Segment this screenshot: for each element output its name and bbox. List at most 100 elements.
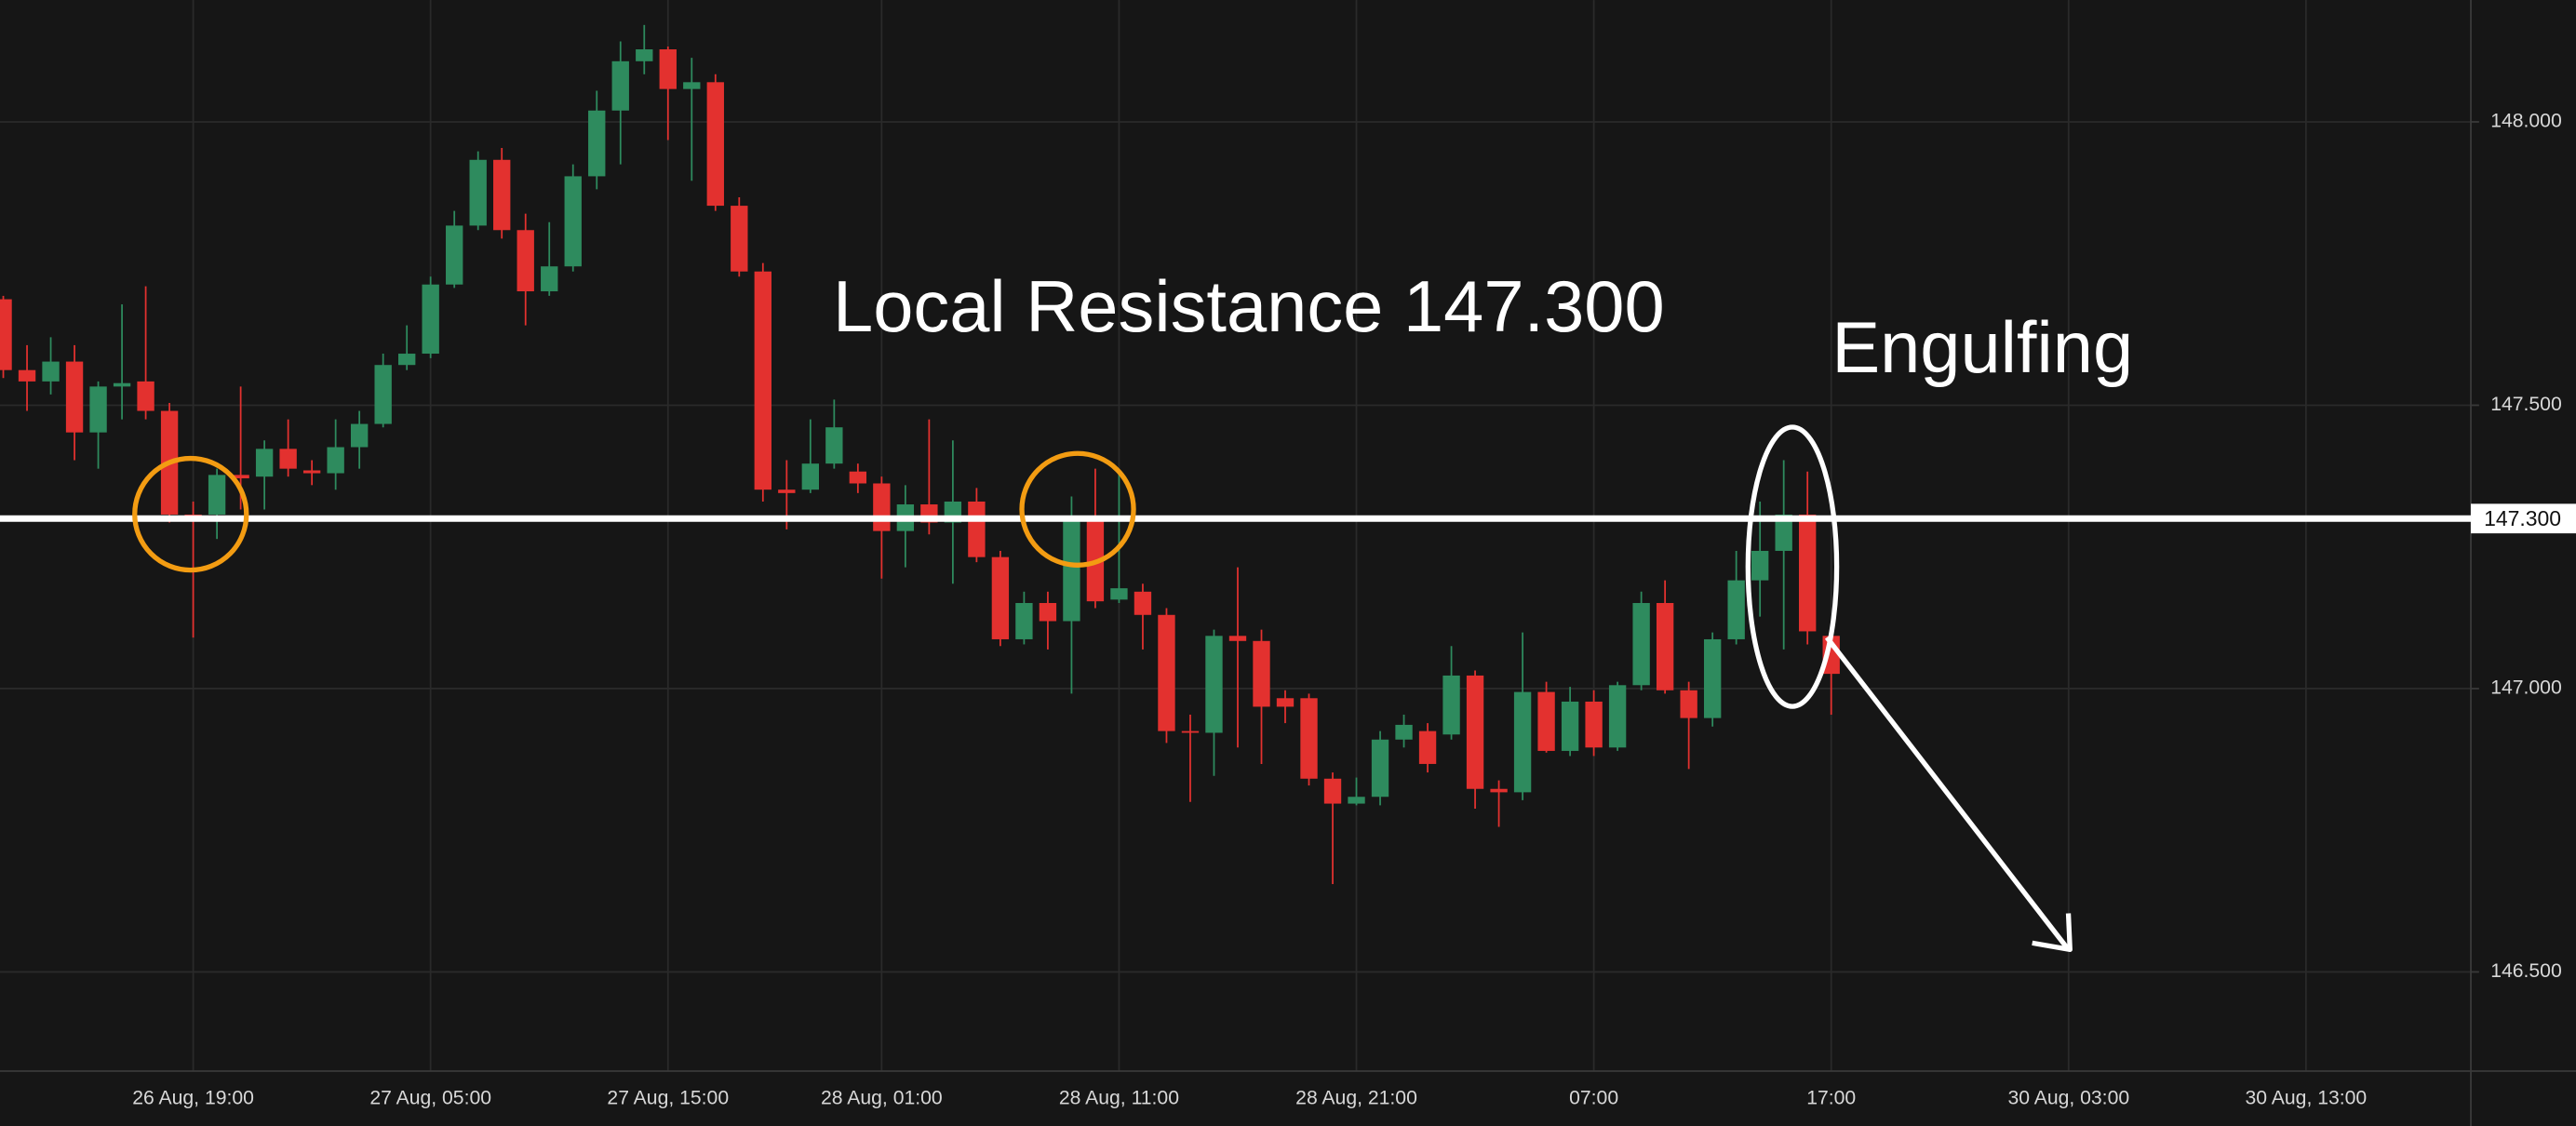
candle-body (0, 299, 12, 370)
arrow-head (2032, 913, 2073, 953)
candles (0, 24, 1840, 885)
candle-body (422, 284, 439, 355)
annotation: Local Resistance 147.300 (833, 267, 1665, 347)
highlight-ellipse (1745, 424, 1840, 709)
overlay: 147.300 (0, 503, 2576, 534)
candle-body (1513, 691, 1532, 793)
x-tick-label: 26 Aug, 19:00 (132, 1088, 254, 1109)
candle-body (801, 463, 820, 490)
candle-body (1537, 691, 1555, 751)
candle-body (825, 427, 843, 464)
candle-body (1466, 675, 1484, 789)
candle-body (1703, 638, 1722, 718)
candle-body (731, 206, 748, 272)
candle-body (493, 159, 511, 231)
candle-body (1395, 724, 1413, 740)
candle-body (1276, 698, 1295, 707)
candle-body (778, 489, 796, 493)
candle-body (1751, 550, 1769, 581)
candle-body (279, 449, 297, 469)
x-tick-label: 07:00 (1569, 1088, 1618, 1109)
candle-body (1300, 698, 1318, 779)
candle-body (1015, 602, 1033, 639)
y-tick-label: 148.000 (2490, 111, 2562, 132)
candle-body (1063, 520, 1080, 622)
candle-body (706, 82, 724, 207)
candle-body (469, 159, 487, 226)
candle-body (1418, 731, 1437, 764)
candle-body (1110, 588, 1128, 600)
candle-body (446, 225, 463, 285)
x-tick-label: 30 Aug, 13:00 (2246, 1088, 2368, 1109)
candle-body (564, 176, 582, 267)
highlight-circle (1019, 450, 1136, 568)
x-tick-label: 30 Aug, 03:00 (2007, 1088, 2129, 1109)
candle-body (1442, 675, 1460, 735)
candle-body (1585, 701, 1603, 748)
candle-body (374, 365, 392, 424)
candle-body (1775, 514, 1792, 551)
candle-body (1561, 701, 1579, 751)
candle-body (991, 556, 1010, 639)
candle-body (327, 447, 344, 474)
grid: 146.500 147.000 147.500 148.000 26 Aug, 19:0… (0, 0, 2562, 1109)
candle-body (1632, 602, 1650, 686)
candle-body (683, 82, 701, 89)
annotation: Engulfing (1831, 308, 2133, 388)
candle-body (1371, 739, 1389, 798)
candle-body (1348, 797, 1365, 804)
candle-body (1158, 614, 1175, 731)
candle-body (302, 470, 321, 474)
candle-body (255, 449, 274, 477)
candle-body (611, 60, 629, 111)
candle-body (350, 423, 369, 448)
candle-body (659, 49, 677, 89)
candle-body (1656, 602, 1674, 690)
candle-body (1799, 514, 1817, 632)
x-tick-label: 27 Aug, 05:00 (369, 1088, 491, 1109)
y-tick-label: 147.500 (2490, 394, 2562, 415)
candle-body (89, 386, 107, 433)
highlight-circle (132, 455, 249, 573)
candle-body (1490, 788, 1508, 793)
candle-body (541, 266, 558, 292)
candle-body (397, 354, 416, 366)
y-tick-label: 146.500 (2490, 960, 2562, 982)
candle-body (208, 475, 226, 515)
x-tick-label: 17:00 (1806, 1088, 1856, 1109)
candle-body (1680, 690, 1697, 718)
price-label-box (2471, 503, 2576, 534)
candle-body (1323, 778, 1342, 804)
candle-body (1039, 602, 1057, 622)
price-label: 147.300 (2484, 506, 2561, 530)
candle-body (873, 483, 891, 531)
x-tick-label: 28 Aug, 01:00 (821, 1088, 943, 1109)
candle-body (849, 471, 867, 484)
candle-body (1727, 580, 1745, 639)
arrow (1824, 636, 2071, 951)
x-tick-label: 27 Aug, 15:00 (607, 1088, 729, 1109)
y-tick-label: 147.000 (2490, 677, 2562, 699)
candle-body (1181, 731, 1200, 733)
candle-body (636, 49, 653, 61)
candle-body (588, 110, 606, 177)
candle-body (1134, 591, 1152, 615)
candle-body (1608, 685, 1627, 748)
candle-body (1205, 636, 1223, 733)
candle-body (968, 501, 986, 557)
candle-body (18, 369, 36, 382)
candle-body (1253, 640, 1270, 707)
candle-body (754, 271, 771, 490)
candle-body (517, 230, 534, 292)
candle-body (137, 381, 154, 411)
x-tick-label: 28 Aug, 21:00 (1295, 1088, 1417, 1109)
candle-body (113, 382, 131, 387)
candle-body (42, 361, 60, 382)
x-tick-label: 28 Aug, 11:00 (1059, 1088, 1179, 1109)
candle-body (232, 475, 249, 479)
candle-body (1228, 636, 1247, 641)
candle-body (65, 361, 84, 433)
